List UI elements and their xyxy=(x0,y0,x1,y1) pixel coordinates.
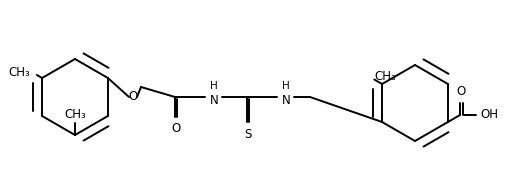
Text: H: H xyxy=(282,81,289,91)
Text: CH₃: CH₃ xyxy=(8,65,30,79)
Text: N: N xyxy=(209,93,218,106)
Text: S: S xyxy=(244,128,251,141)
Text: H: H xyxy=(210,81,218,91)
Text: N: N xyxy=(281,93,290,106)
Text: OH: OH xyxy=(479,108,497,121)
Text: CH₃: CH₃ xyxy=(64,108,86,121)
Text: O: O xyxy=(456,85,465,98)
Text: CH₃: CH₃ xyxy=(373,70,395,83)
Text: O: O xyxy=(171,122,180,135)
Text: O: O xyxy=(128,90,137,104)
